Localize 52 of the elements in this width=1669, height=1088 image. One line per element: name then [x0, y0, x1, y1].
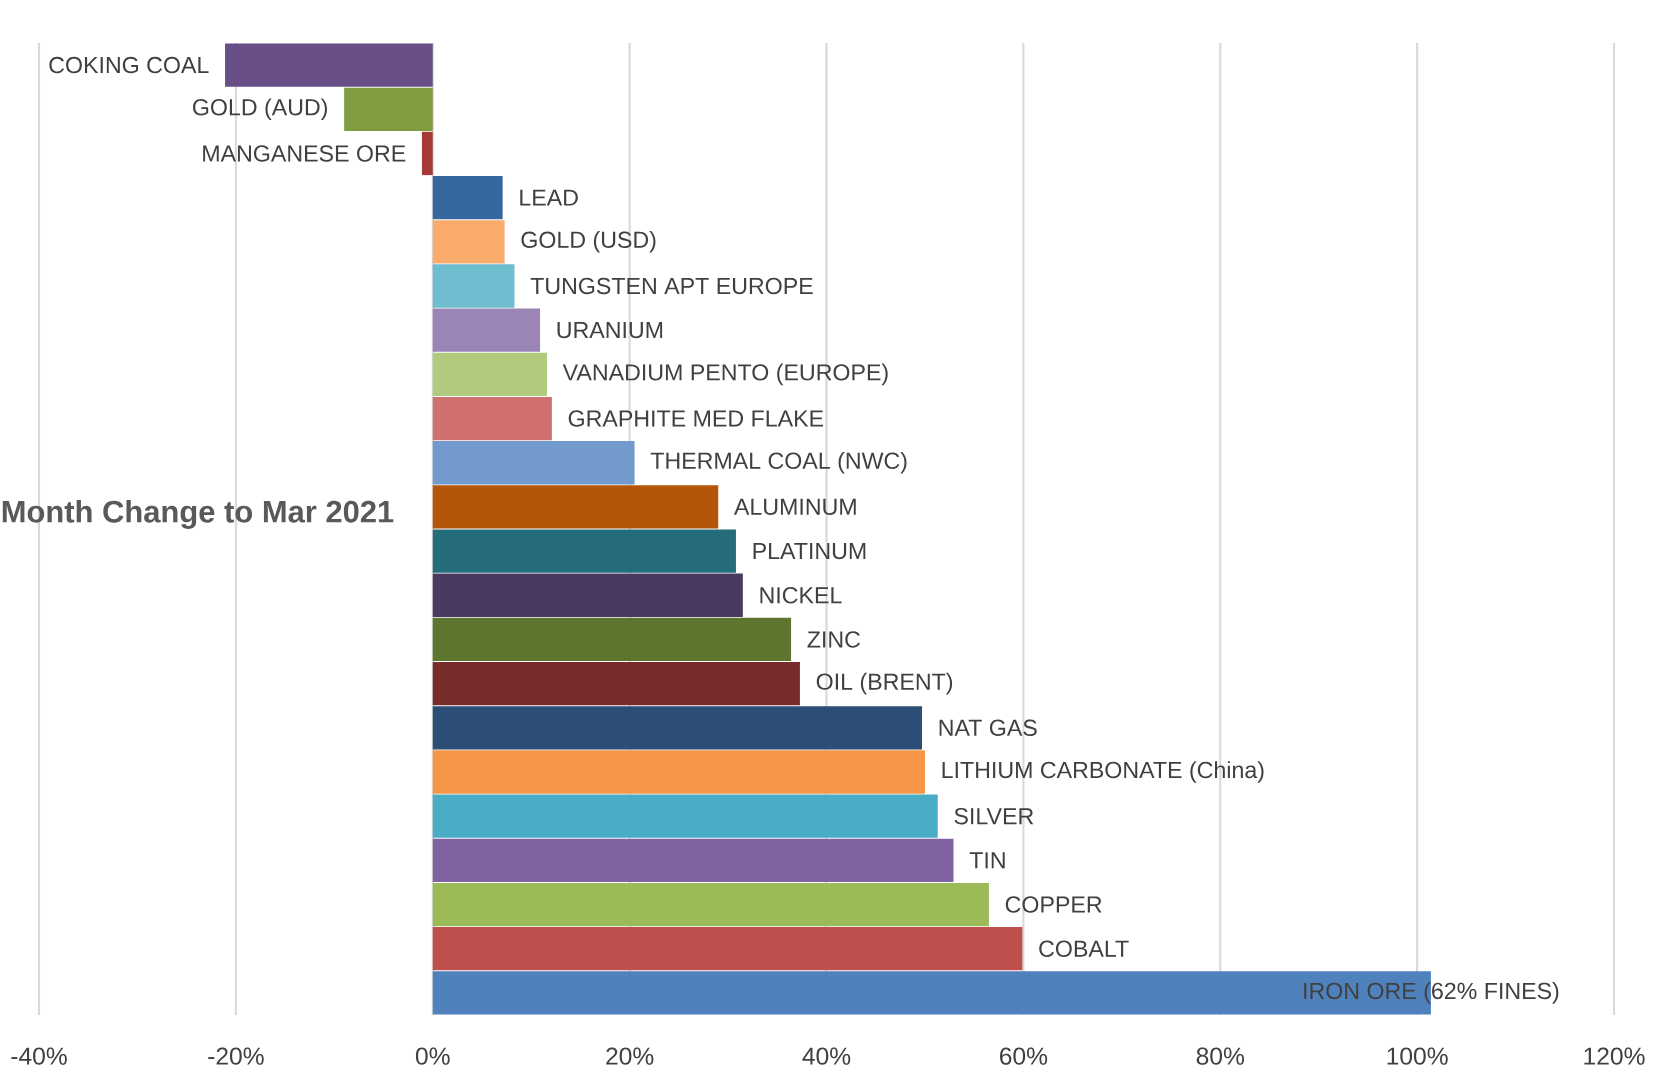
- bar: [432, 927, 1023, 971]
- y-tick-label: GRAPHITE MED FLAKE: [568, 410, 824, 427]
- x-tick-label: 40%: [802, 1047, 851, 1065]
- y-tick-label: NICKEL: [760, 587, 842, 604]
- y-tick-label: MANGANESE ORE: [203, 145, 406, 162]
- bar: [432, 352, 547, 397]
- bar: [432, 441, 635, 485]
- x-tick-label: 120%: [1584, 1047, 1645, 1065]
- bar: [432, 838, 954, 883]
- x-tick-label: -20%: [208, 1047, 264, 1065]
- bar: [432, 308, 541, 352]
- bar: [432, 617, 792, 662]
- bar: [432, 396, 552, 441]
- x-tick-label: 100%: [1387, 1047, 1448, 1065]
- y-tick-label: VANADIUM PENTO (EUROPE): [562, 363, 888, 386]
- y-tick-label: SILVER: [954, 807, 1034, 825]
- y-tick-label: GOLD (AUD): [193, 98, 327, 121]
- bar: [432, 529, 736, 573]
- y-tick-label: ZINC: [807, 631, 861, 648]
- bar: [432, 706, 922, 750]
- y-tick-label: TIN: [969, 852, 1005, 869]
- x-tick-label: 80%: [1196, 1047, 1244, 1065]
- y-tick-label: LITHIUM CARBONATE (China): [942, 761, 1264, 783]
- bar: [432, 220, 505, 264]
- x-tick-label: -40%: [11, 1047, 67, 1065]
- bar: [432, 882, 989, 927]
- x-tick-label: 60%: [1000, 1047, 1048, 1065]
- bar: [225, 43, 433, 87]
- y-tick-label: TUNGSTEN APT EUROPE: [530, 277, 813, 295]
- y-tick-label: COPPER: [1005, 896, 1102, 913]
- y-tick-label: ALUMINUM: [733, 498, 856, 515]
- bar: [432, 264, 515, 308]
- x-tick-label: 0%: [415, 1047, 450, 1065]
- bar: [432, 794, 938, 838]
- y-tick-label: GOLD (USD): [521, 231, 656, 253]
- bar: [432, 661, 800, 706]
- y-tick-label: COKING COAL: [49, 56, 209, 74]
- bar: [432, 750, 925, 794]
- x-tick-label: 20%: [606, 1047, 654, 1065]
- bar: [432, 175, 503, 220]
- y-tick-label: OIL (BRENT): [816, 672, 953, 695]
- y-tick-label: LEAD: [520, 189, 578, 206]
- y-tick-label: URANIUM: [557, 322, 663, 339]
- bar: [432, 485, 719, 529]
- bar: [344, 87, 433, 131]
- y-tick-label: THERMAL COAL (NWC): [650, 451, 907, 474]
- bar: [421, 131, 433, 176]
- text: Month Change to Mar 2021: [2, 499, 394, 529]
- bar: [432, 573, 743, 617]
- y-tick-label: NAT GAS: [939, 719, 1037, 737]
- y-tick-label: COBALT: [1039, 940, 1129, 957]
- y-tick-label: PLATINUM: [753, 542, 866, 560]
